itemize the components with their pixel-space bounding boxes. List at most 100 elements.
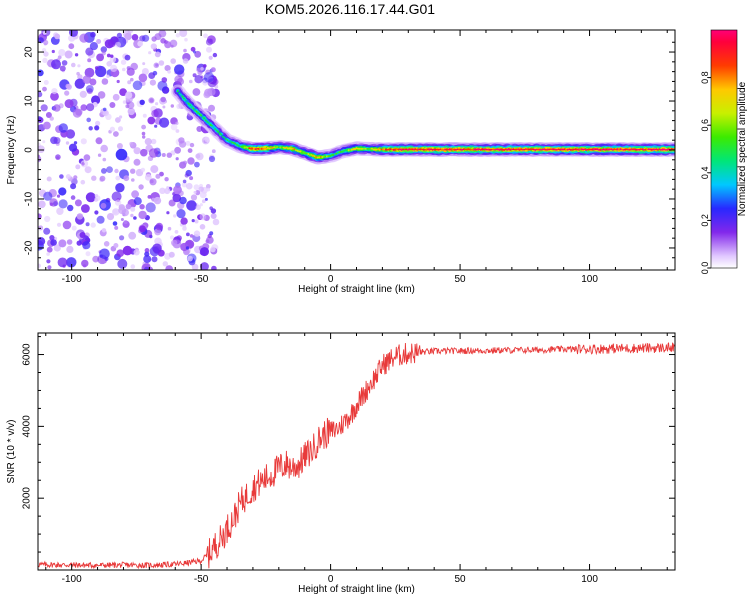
colorbar-tick-label: 0.0 bbox=[700, 262, 710, 275]
signal-point bbox=[283, 147, 287, 150]
noise-point bbox=[131, 178, 135, 182]
signal-point bbox=[610, 148, 613, 150]
noise-point bbox=[175, 157, 179, 161]
signal-point bbox=[226, 139, 229, 141]
signal-point bbox=[454, 148, 457, 151]
noise-point bbox=[115, 117, 121, 123]
noise-point bbox=[141, 131, 146, 136]
y-tick-label: 10 bbox=[24, 95, 35, 107]
signal-point bbox=[249, 147, 252, 150]
noise-point bbox=[194, 50, 202, 58]
signal-point bbox=[204, 119, 207, 122]
signal-point bbox=[481, 148, 484, 151]
noise-point bbox=[96, 215, 105, 224]
noise-point bbox=[199, 213, 207, 221]
y-axis-label: Frequency (Hz) bbox=[6, 116, 17, 185]
signal-point bbox=[211, 124, 213, 127]
noise-point bbox=[74, 199, 82, 207]
noise-point bbox=[96, 53, 104, 62]
noise-point bbox=[50, 239, 57, 246]
signal-point bbox=[403, 148, 406, 151]
noise-point bbox=[208, 155, 216, 163]
heatmap-body bbox=[38, 30, 675, 270]
signal-point bbox=[218, 132, 221, 135]
noise-point bbox=[113, 243, 119, 248]
noise-point bbox=[200, 247, 209, 257]
signal-point bbox=[344, 149, 347, 152]
noise-point bbox=[43, 51, 49, 57]
noise-point bbox=[176, 103, 182, 109]
signal-point bbox=[490, 148, 493, 151]
signal-point bbox=[529, 148, 532, 151]
signal-point bbox=[262, 147, 265, 150]
noise-point bbox=[65, 141, 70, 145]
noise-point bbox=[65, 129, 76, 139]
noise-point bbox=[46, 259, 51, 264]
noise-point bbox=[138, 184, 144, 190]
signal-point bbox=[206, 120, 209, 123]
noise-point bbox=[122, 67, 126, 72]
signal-point bbox=[419, 148, 422, 151]
noise-point bbox=[142, 62, 146, 66]
signal-point bbox=[619, 148, 622, 151]
signal-point bbox=[639, 148, 642, 151]
signal-point bbox=[566, 148, 569, 151]
signal-point bbox=[523, 148, 526, 151]
noise-point bbox=[73, 175, 78, 180]
signal-point bbox=[484, 148, 487, 151]
signal-point bbox=[259, 148, 262, 150]
noise-point bbox=[83, 154, 91, 161]
noise-point bbox=[139, 225, 146, 233]
noise-point bbox=[56, 222, 62, 227]
noise-point bbox=[168, 199, 176, 207]
noise-point bbox=[118, 204, 126, 211]
noise-point bbox=[138, 73, 148, 83]
signal-point bbox=[565, 148, 568, 151]
signal-point bbox=[192, 107, 195, 110]
signal-point bbox=[198, 113, 201, 115]
noise-point bbox=[85, 222, 90, 227]
noise-point bbox=[42, 57, 48, 64]
noise-point bbox=[161, 153, 166, 157]
noise-point bbox=[80, 104, 88, 111]
signal-point bbox=[411, 148, 414, 151]
signal-point bbox=[307, 153, 310, 155]
noise-point bbox=[76, 213, 84, 220]
noise-point bbox=[127, 80, 132, 85]
signal-point bbox=[546, 148, 549, 151]
noise-point bbox=[152, 243, 162, 254]
signal-point bbox=[576, 148, 579, 151]
noise-point bbox=[43, 227, 51, 235]
noise-point bbox=[179, 30, 188, 37]
signal-point bbox=[489, 148, 492, 151]
noise-point bbox=[164, 177, 169, 182]
signal-point bbox=[535, 148, 538, 151]
noise-point bbox=[101, 228, 107, 233]
noise-point bbox=[117, 258, 128, 269]
noise-point bbox=[180, 217, 188, 225]
signal-point bbox=[263, 147, 266, 150]
noise-point bbox=[184, 173, 189, 178]
noise-point bbox=[204, 197, 208, 201]
noise-point bbox=[123, 30, 132, 39]
y-tick-label: 6000 bbox=[22, 343, 33, 366]
noise-point bbox=[206, 46, 212, 53]
signal-point bbox=[268, 147, 271, 150]
x-tick-label: 100 bbox=[581, 574, 598, 585]
signal-point bbox=[384, 148, 388, 151]
signal-point bbox=[178, 92, 181, 95]
noise-point bbox=[38, 237, 46, 246]
noise-point bbox=[166, 186, 170, 190]
noise-point bbox=[109, 102, 116, 108]
signal-point bbox=[242, 145, 245, 148]
noise-point bbox=[91, 95, 101, 105]
noise-point bbox=[64, 50, 73, 59]
signal-point bbox=[562, 148, 565, 151]
noise-point bbox=[196, 152, 204, 161]
signal-point bbox=[389, 148, 392, 151]
signal-point bbox=[274, 146, 277, 149]
noise-point bbox=[102, 157, 107, 162]
noise-point bbox=[167, 226, 172, 231]
noise-point bbox=[164, 65, 171, 72]
noise-point bbox=[143, 255, 152, 264]
